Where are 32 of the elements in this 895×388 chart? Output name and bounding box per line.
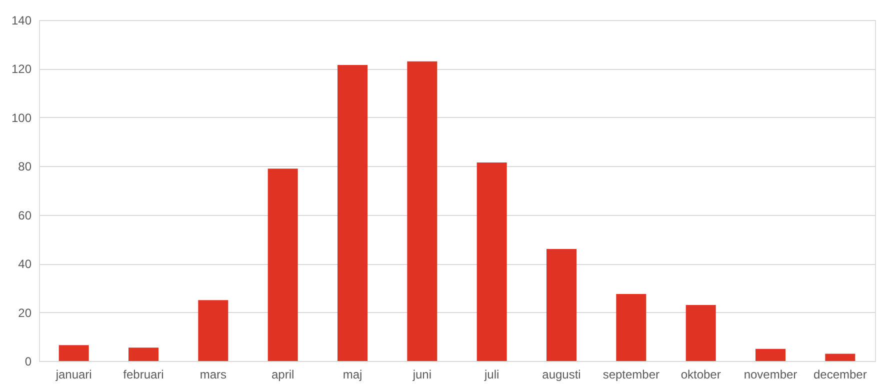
- y-tick-label: 80: [18, 160, 32, 174]
- x-tick-label: november: [744, 368, 798, 382]
- x-tick-label: december: [813, 368, 867, 382]
- x-tick-label: september: [602, 368, 660, 382]
- x-tick-label: juni: [412, 368, 432, 382]
- bar: [58, 345, 89, 361]
- bar: [198, 300, 228, 361]
- y-tick-label: 140: [11, 14, 32, 28]
- y-tick-label: 60: [18, 208, 32, 222]
- bar: [546, 248, 576, 361]
- x-tick-label: januari: [54, 368, 92, 382]
- x-tick-label: augusti: [542, 368, 581, 382]
- x-tick-label: maj: [342, 368, 362, 382]
- bar: [825, 354, 856, 361]
- bar: [476, 162, 507, 361]
- bar: [686, 304, 716, 361]
- bar: [616, 294, 646, 361]
- x-tick-label: mars: [200, 368, 227, 382]
- x-tick-label: oktober: [680, 368, 721, 382]
- y-tick-label: 40: [18, 257, 32, 272]
- y-tick-label: 120: [11, 62, 32, 76]
- x-tick-label: februari: [123, 368, 164, 382]
- y-tick-label: 20: [18, 306, 32, 320]
- x-tick-label: april: [271, 368, 294, 382]
- y-tick-label: 0: [24, 354, 32, 368]
- y-tick-label: 100: [11, 110, 32, 125]
- bar: [756, 348, 786, 361]
- bar: [338, 65, 368, 361]
- bar: [268, 168, 298, 361]
- x-tick-label: juli: [483, 368, 500, 382]
- bar: [407, 61, 438, 361]
- bar: [128, 348, 158, 361]
